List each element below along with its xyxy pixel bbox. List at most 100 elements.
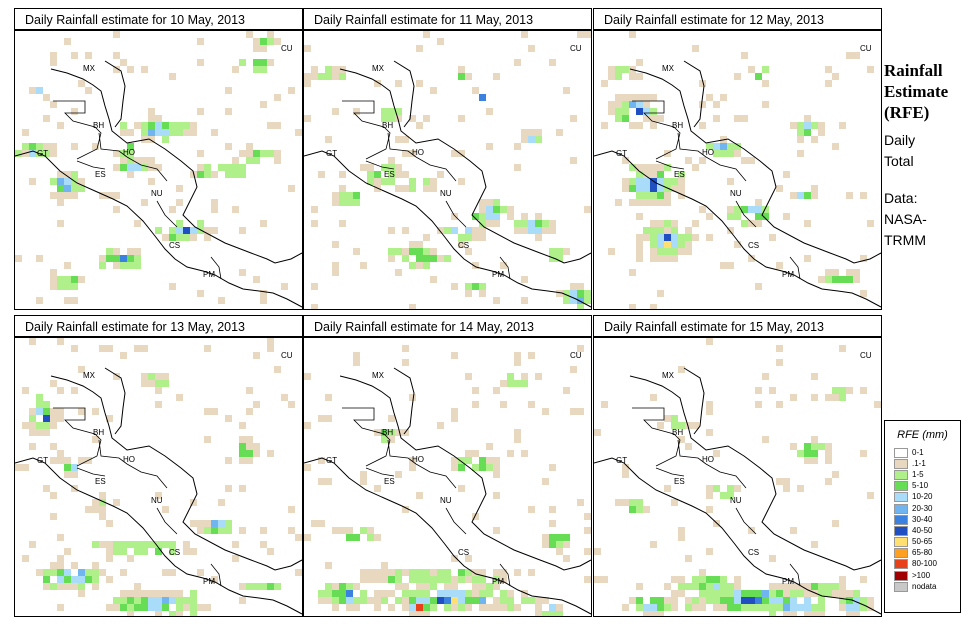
rain-cell (190, 548, 197, 555)
rain-cell (253, 276, 260, 283)
rain-cell (769, 590, 776, 597)
source-line: NASA- (884, 211, 927, 227)
rain-cell (692, 422, 699, 429)
rain-cell (288, 185, 295, 192)
rain-cell (416, 255, 423, 262)
rain-cell (267, 450, 274, 457)
rain-cell (451, 576, 458, 583)
rain-cell (650, 115, 657, 122)
rain-cell (727, 597, 734, 604)
rain-cell (57, 185, 64, 192)
rain-cell (853, 604, 860, 611)
rain-cell (776, 597, 783, 604)
rain-cell (388, 227, 395, 234)
rain-cell (472, 513, 479, 520)
rain-cell (664, 255, 671, 262)
rain-cell (783, 583, 790, 590)
rain-cell (769, 583, 776, 590)
rain-cell (99, 541, 106, 548)
rain-cell (622, 471, 629, 478)
rain-cell (769, 611, 776, 616)
rain-cell (127, 541, 134, 548)
rain-cell (253, 157, 260, 164)
rain-cell (127, 129, 134, 136)
rain-cell (692, 583, 699, 590)
rain-cell (832, 471, 839, 478)
rain-cell (762, 373, 769, 380)
rain-cell (755, 283, 762, 290)
legend-label: 65-80 (912, 548, 933, 558)
rain-cell (176, 394, 183, 401)
rain-cell (867, 604, 874, 611)
rain-cell (741, 597, 748, 604)
legend-item: 10-20 (894, 492, 960, 503)
rain-cell (720, 143, 727, 150)
rain-cell (295, 534, 302, 541)
rain-cell (141, 199, 148, 206)
rain-cell (521, 276, 528, 283)
rain-cell (169, 569, 176, 576)
rain-cell (622, 499, 629, 506)
rain-cell (465, 248, 472, 255)
rain-cell (741, 220, 748, 227)
rain-cell (720, 150, 727, 157)
country-label: CS (169, 241, 180, 250)
rain-cell (664, 234, 671, 241)
legend-swatch (894, 458, 908, 469)
rain-cell (190, 129, 197, 136)
rain-cell (346, 604, 353, 611)
rain-cell (423, 262, 430, 269)
rain-cell (430, 569, 437, 576)
rain-cell (514, 429, 521, 436)
rain-cell (148, 604, 155, 611)
rain-cell (246, 157, 253, 164)
rain-cell (409, 604, 416, 611)
rain-cell (741, 115, 748, 122)
rain-cell (155, 227, 162, 234)
rain-cell (106, 555, 113, 562)
rain-cell (204, 408, 211, 415)
rain-cell (500, 576, 507, 583)
rain-cell (465, 576, 472, 583)
legend-label: 10-20 (912, 492, 933, 502)
rain-cell (486, 220, 493, 227)
legend-swatch (894, 481, 908, 492)
rain-cell (542, 408, 549, 415)
rain-cell (458, 485, 465, 492)
rain-cell (451, 283, 458, 290)
rain-cell (353, 583, 360, 590)
rain-cell (846, 611, 853, 616)
rain-cell (155, 129, 162, 136)
rain-cell (748, 527, 755, 534)
rain-cell (790, 443, 797, 450)
rain-cell (57, 276, 64, 283)
rain-cell (636, 255, 643, 262)
rain-cell (57, 562, 64, 569)
rain-cell (720, 94, 727, 101)
rain-cell (755, 73, 762, 80)
rain-cell (825, 276, 832, 283)
rain-cell (549, 604, 556, 611)
rain-cell (860, 576, 867, 583)
rain-cell (353, 534, 360, 541)
coastline (339, 375, 591, 571)
rain-cell (664, 199, 671, 206)
rain-cell (232, 66, 239, 73)
rain-cell (629, 101, 636, 108)
rain-cell (636, 583, 643, 590)
rain-cell (423, 234, 430, 241)
rain-cell (155, 380, 162, 387)
rain-cell (374, 576, 381, 583)
rain-cell (825, 80, 832, 87)
rain-cell (685, 597, 692, 604)
rain-cell (395, 164, 402, 171)
rain-cell (664, 241, 671, 248)
rain-cell (790, 604, 797, 611)
rain-cell (402, 590, 409, 597)
rain-cell (148, 157, 155, 164)
rain-cell (797, 485, 804, 492)
rain-cell (402, 248, 409, 255)
rain-cell (134, 220, 141, 227)
rain-cell (232, 157, 239, 164)
rain-cell (699, 583, 706, 590)
